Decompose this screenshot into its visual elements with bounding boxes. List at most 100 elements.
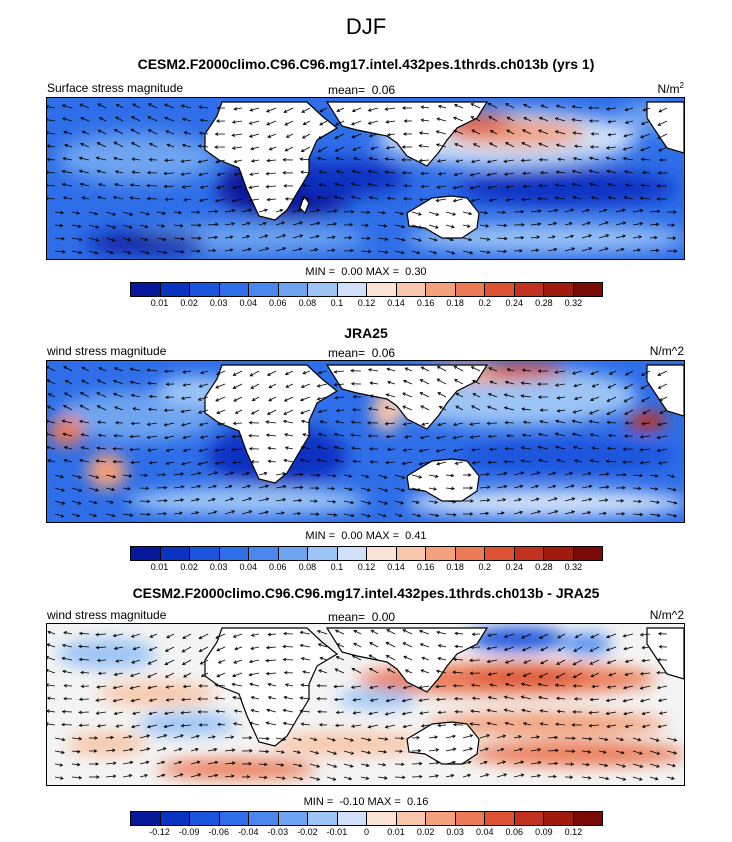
- vector-arrow: [411, 211, 422, 215]
- vector-arrow: [65, 380, 73, 385]
- colorbar-box-12: [485, 812, 515, 825]
- vector-arrowhead: [182, 370, 187, 374]
- vector-arrowhead: [215, 222, 219, 227]
- vector-arrowhead: [61, 643, 66, 648]
- vector-arrow: [114, 406, 124, 411]
- vector-arrowhead: [182, 435, 187, 440]
- vector-arrow: [114, 183, 124, 187]
- vector-arrowhead: [535, 248, 540, 253]
- vector-arrowhead: [231, 434, 236, 439]
- vector-arrowhead: [214, 471, 219, 475]
- vector-arrow: [624, 396, 634, 403]
- vector-arrowhead: [129, 447, 133, 452]
- vector-arrow: [513, 498, 522, 502]
- colorbar-tick-label: -0.12: [149, 827, 170, 837]
- vector-arrow: [232, 672, 243, 677]
- colorbar-box-0: [131, 547, 161, 560]
- vector-arrow: [411, 500, 419, 504]
- colorbar-tick-label: -0.01: [326, 827, 348, 837]
- vector-arrowhead: [641, 658, 646, 663]
- vector-arrowhead: [658, 397, 663, 402]
- vector-arrowhead: [486, 646, 491, 651]
- vector-arrow: [402, 405, 413, 411]
- vector-arrowhead: [504, 721, 509, 726]
- colorbar-tick-label: 0.32: [564, 298, 583, 308]
- vector-arrowhead: [486, 659, 491, 664]
- colorbar-tick-label: 0.01: [150, 298, 169, 308]
- vector-arrowhead: [486, 159, 491, 164]
- vector-arrowhead: [96, 658, 101, 663]
- vector-arrowhead: [110, 250, 114, 255]
- vector-arrowhead: [588, 106, 592, 110]
- vector-arrowhead: [214, 461, 219, 465]
- vector-arrowhead: [387, 380, 391, 385]
- vector-arrowhead: [420, 118, 425, 123]
- vector-arrow: [181, 422, 192, 426]
- vector-arrowhead: [299, 709, 304, 713]
- vector-arrowhead: [433, 238, 438, 242]
- vector-arrowhead: [198, 684, 202, 688]
- vector-arrowhead: [402, 642, 407, 646]
- vector-arrow: [623, 646, 634, 650]
- vector-arrowhead: [469, 173, 474, 177]
- vector-arrowhead: [605, 647, 610, 652]
- vector-arrow: [624, 383, 634, 389]
- vector-arrowhead: [353, 630, 357, 634]
- vector-arrow: [251, 633, 260, 637]
- vector-arrow: [224, 749, 235, 752]
- vector-arrow: [241, 248, 251, 252]
- vector-arrowhead: [607, 196, 612, 200]
- vector-arrow: [232, 448, 243, 451]
- vector-arrowhead: [112, 748, 116, 753]
- vector-arrow: [555, 684, 566, 687]
- vector-arrow: [540, 104, 549, 109]
- vector-arrow: [489, 684, 498, 687]
- vector-arrow: [453, 658, 464, 661]
- vector-arrow: [113, 380, 124, 385]
- vector-arrowhead: [350, 513, 355, 518]
- vector-arrowhead: [522, 722, 527, 726]
- colorbar-box-7: [337, 283, 367, 296]
- vector-arrow: [47, 405, 56, 411]
- vector-arrowhead: [366, 236, 371, 241]
- vector-arrowhead: [47, 105, 49, 109]
- vector-arrow: [217, 723, 226, 726]
- vector-arrow: [455, 392, 464, 398]
- vector-arrowhead: [146, 212, 151, 216]
- vector-arrow: [555, 184, 566, 187]
- vector-arrowhead: [370, 146, 375, 150]
- vector-arrowhead: [468, 211, 473, 216]
- vector-arrowhead: [603, 208, 608, 213]
- vector-arrow: [411, 513, 421, 517]
- vector-arrowhead: [603, 511, 607, 516]
- colorbar-tick-label: 0.03: [446, 827, 464, 837]
- vector-arrowhead: [622, 486, 626, 490]
- vector-arrowhead: [198, 448, 203, 453]
- vector-arrow: [283, 420, 294, 424]
- vector-arrowhead: [557, 647, 562, 652]
- vector-arrowhead: [505, 185, 510, 189]
- vector-arrow: [370, 698, 379, 702]
- vector-arrow: [96, 646, 107, 649]
- vector-arrow: [615, 776, 626, 781]
- vector-arrowhead: [80, 670, 84, 675]
- vector-arrow: [581, 763, 590, 766]
- vector-arrowhead: [538, 116, 543, 121]
- vector-arrowhead: [385, 146, 390, 150]
- vector-arrow: [250, 370, 260, 377]
- vector-arrowhead: [468, 237, 473, 242]
- vector-arrow: [215, 697, 226, 700]
- colorbar-tick-label: 0.09: [535, 827, 553, 837]
- vector-arrowhead: [129, 434, 134, 439]
- vector-arrow: [302, 370, 311, 374]
- vector-arrow: [54, 750, 65, 754]
- vector-arrowhead: [266, 109, 270, 113]
- vector-arrow: [88, 487, 99, 491]
- vector-arrowhead: [504, 380, 509, 385]
- vector-arrowhead: [420, 171, 424, 176]
- vector-arrow: [405, 669, 413, 674]
- vector-arrow: [513, 511, 523, 515]
- vector-arrowhead: [76, 749, 81, 754]
- vector-arrowhead: [504, 660, 509, 664]
- vector-arrowhead: [587, 776, 592, 780]
